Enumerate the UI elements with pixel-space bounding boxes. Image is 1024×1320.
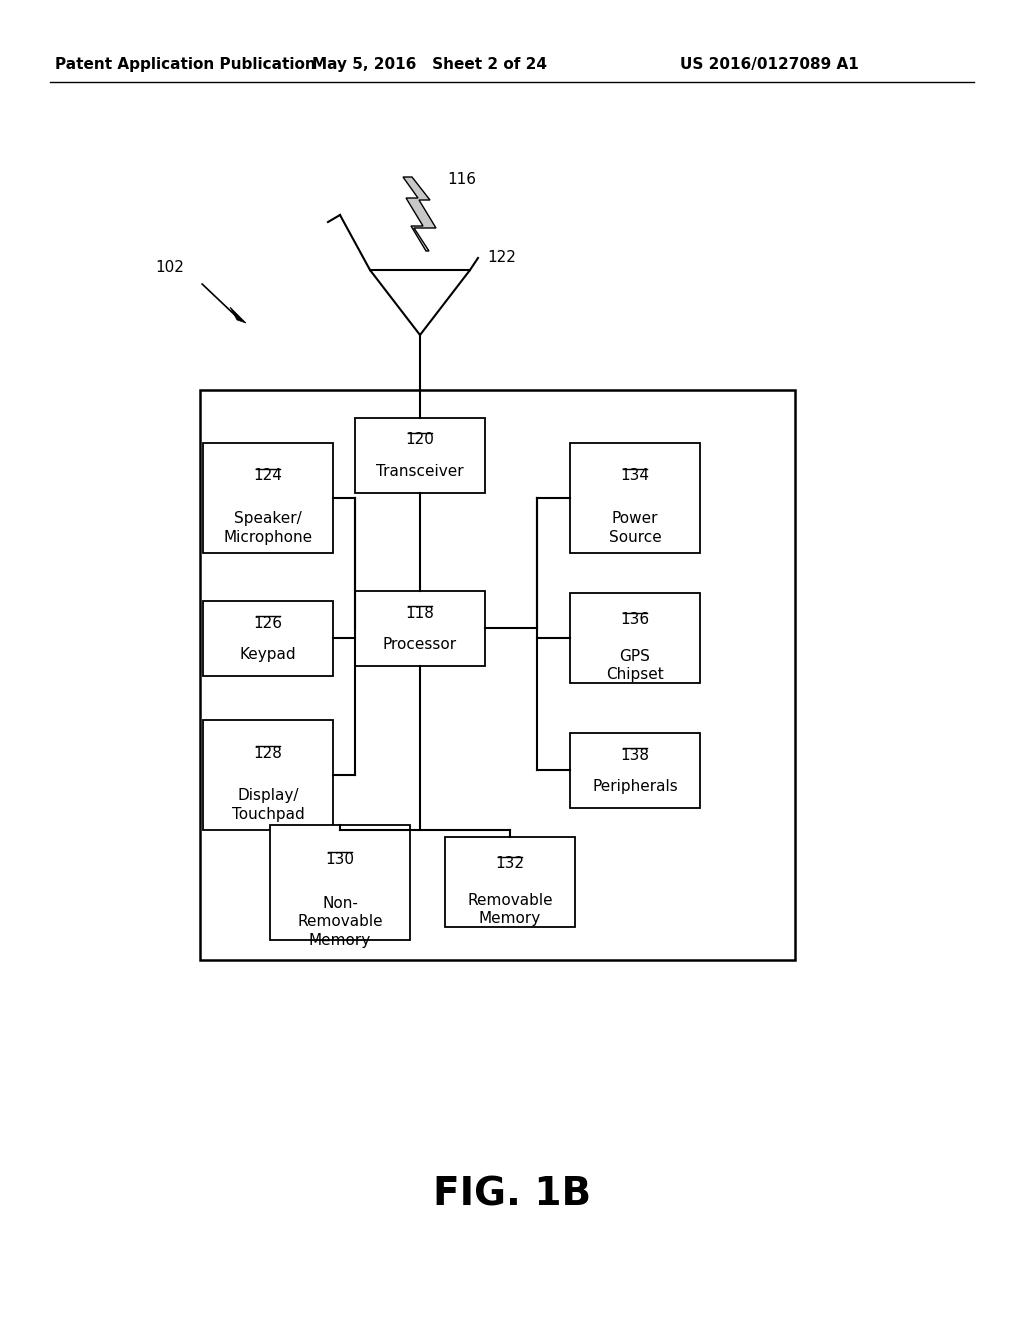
Text: FIG. 1B: FIG. 1B xyxy=(433,1176,591,1214)
Polygon shape xyxy=(403,177,436,251)
Text: 102: 102 xyxy=(155,260,184,276)
Text: 124: 124 xyxy=(254,469,283,483)
Text: GPS
Chipset: GPS Chipset xyxy=(606,649,664,682)
Text: Transceiver: Transceiver xyxy=(376,465,464,479)
Polygon shape xyxy=(230,308,246,323)
Text: Keypad: Keypad xyxy=(240,647,296,663)
Text: 136: 136 xyxy=(621,612,649,627)
Bar xyxy=(270,825,410,940)
Text: 126: 126 xyxy=(254,615,283,631)
Bar xyxy=(203,719,333,830)
Text: Display/
Touchpad: Display/ Touchpad xyxy=(231,788,304,822)
Text: US 2016/0127089 A1: US 2016/0127089 A1 xyxy=(680,58,859,73)
Bar xyxy=(200,389,795,960)
Bar xyxy=(445,837,575,927)
Text: Removable
Memory: Removable Memory xyxy=(467,892,553,927)
Text: 122: 122 xyxy=(487,251,516,265)
Text: Speaker/
Microphone: Speaker/ Microphone xyxy=(223,511,312,545)
Text: May 5, 2016   Sheet 2 of 24: May 5, 2016 Sheet 2 of 24 xyxy=(312,58,548,73)
Text: 118: 118 xyxy=(406,606,434,620)
Bar xyxy=(570,593,700,682)
Text: Peripherals: Peripherals xyxy=(592,779,678,795)
Bar xyxy=(355,417,485,492)
Bar xyxy=(570,733,700,808)
Text: 128: 128 xyxy=(254,746,283,760)
Text: Power
Source: Power Source xyxy=(608,511,662,545)
Text: 134: 134 xyxy=(621,469,649,483)
Text: 130: 130 xyxy=(326,851,354,866)
Bar xyxy=(355,590,485,665)
Bar xyxy=(570,444,700,553)
Bar xyxy=(203,601,333,676)
Text: Patent Application Publication: Patent Application Publication xyxy=(55,58,315,73)
Text: 120: 120 xyxy=(406,433,434,447)
Text: Non-
Removable
Memory: Non- Removable Memory xyxy=(297,896,383,948)
Text: 132: 132 xyxy=(496,857,524,871)
Text: 138: 138 xyxy=(621,747,649,763)
Text: 116: 116 xyxy=(447,173,476,187)
Text: Processor: Processor xyxy=(383,638,457,652)
Bar xyxy=(203,444,333,553)
